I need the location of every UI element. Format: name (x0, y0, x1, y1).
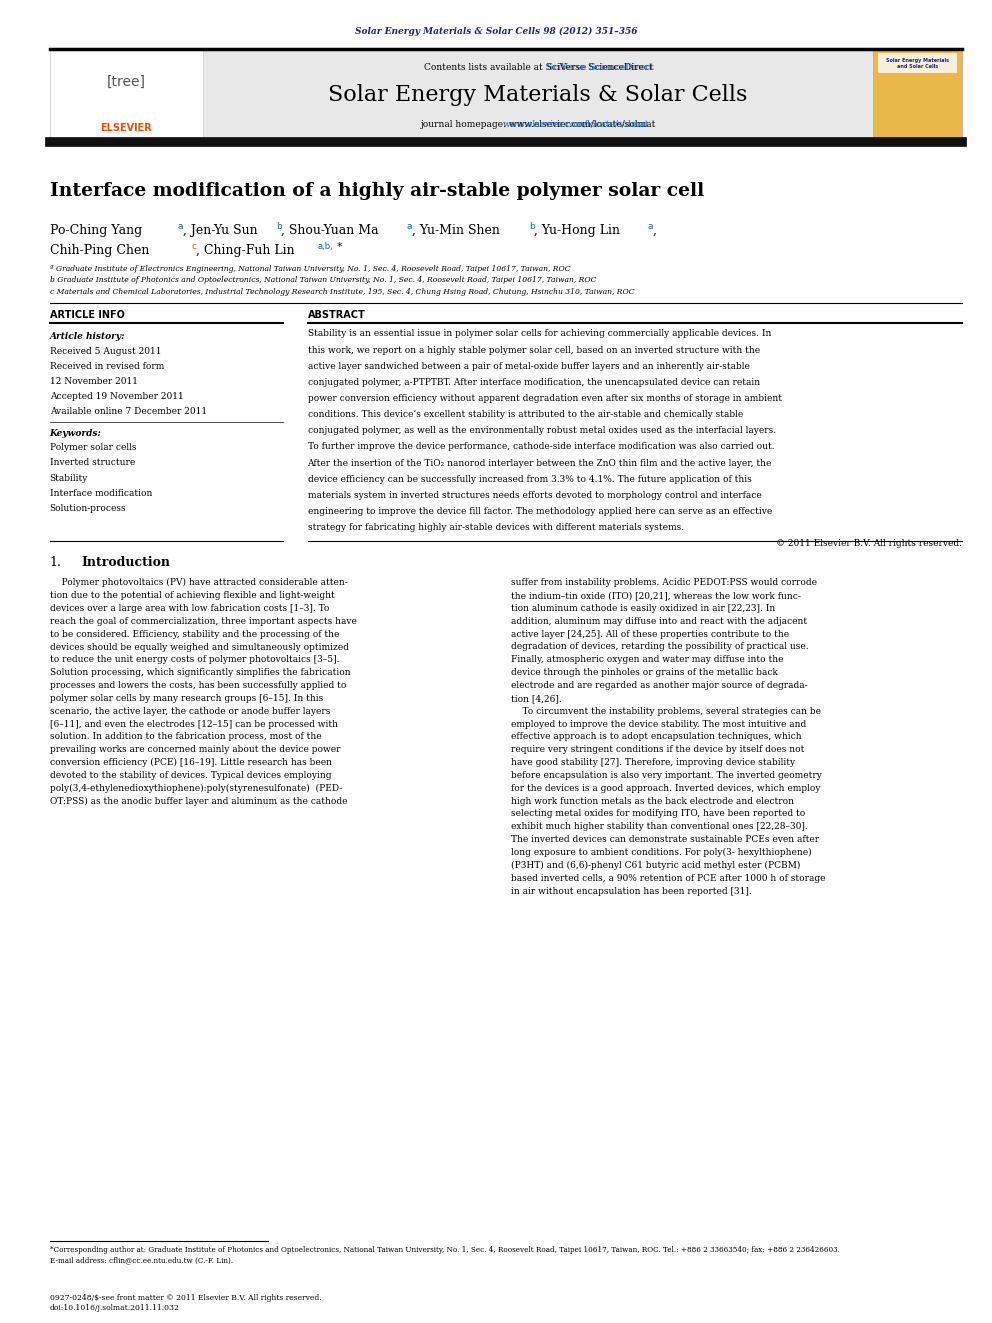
Text: Interface modification of a highly air-stable polymer solar cell: Interface modification of a highly air-s… (50, 181, 704, 200)
Text: *Corresponding author at: Graduate Institute of Photonics and Optoelectronics, N: *Corresponding author at: Graduate Insti… (50, 1246, 839, 1265)
Text: b: b (276, 222, 282, 230)
Text: www.elsevier.com/locate/solmat: www.elsevier.com/locate/solmat (503, 120, 649, 128)
Text: materials system in inverted structures needs efforts devoted to morphology cont: materials system in inverted structures … (308, 491, 761, 500)
Text: engineering to improve the device fill factor. The methodology applied here can : engineering to improve the device fill f… (308, 507, 772, 516)
Text: Article history:: Article history: (50, 332, 125, 341)
Text: , Shou-Yuan Ma: , Shou-Yuan Ma (281, 224, 378, 237)
Text: ª Graduate Institute of Electronics Engineering, National Taiwan University, No.: ª Graduate Institute of Electronics Engi… (50, 265, 570, 273)
Bar (878, 53, 957, 73)
Text: ABSTRACT: ABSTRACT (308, 310, 365, 320)
Text: ,: , (653, 224, 657, 237)
Text: , Yu-Min Shen: , Yu-Min Shen (412, 224, 500, 237)
Text: c: c (191, 242, 196, 250)
Text: ELSEVIER: ELSEVIER (100, 123, 153, 134)
Text: c Materials and Chemical Laboratories, Industrial Technology Research Institute,: c Materials and Chemical Laboratories, I… (50, 288, 634, 296)
Text: a,b,: a,b, (317, 242, 333, 250)
Text: a: a (178, 222, 184, 230)
Text: this work, we report on a highly stable polymer solar cell, based on an inverted: this work, we report on a highly stable … (308, 345, 760, 355)
Text: a: a (407, 222, 413, 230)
Text: Polymer photovoltaics (PV) have attracted considerable atten-
tion due to the po: Polymer photovoltaics (PV) have attracte… (50, 578, 356, 806)
Text: Chih-Ping Chen: Chih-Ping Chen (50, 243, 149, 257)
Text: Keywords:: Keywords: (50, 429, 101, 438)
Text: Contents lists available at SciVerse ScienceDirect: Contents lists available at SciVerse Sci… (424, 64, 653, 71)
Text: b: b (529, 222, 535, 230)
Text: conjugated polymer, as well as the environmentally robust metal oxides used as t: conjugated polymer, as well as the envir… (308, 426, 776, 435)
Text: device efficiency can be successfully increased from 3.3% to 4.1%. The future ap: device efficiency can be successfully in… (308, 475, 751, 484)
Text: , Ching-Fuh Lin: , Ching-Fuh Lin (196, 243, 295, 257)
Text: [tree]: [tree] (107, 75, 146, 89)
Text: conjugated polymer, a-PTPTBT. After interface modification, the unencapsulated d: conjugated polymer, a-PTPTBT. After inte… (308, 378, 760, 386)
Text: 1.: 1. (50, 556, 62, 569)
Text: Stability: Stability (50, 474, 88, 483)
Text: Available online 7 December 2011: Available online 7 December 2011 (50, 407, 206, 417)
Text: strategy for fabricating highly air-stable devices with different materials syst: strategy for fabricating highly air-stab… (308, 523, 683, 532)
Text: © 2011 Elsevier B.V. All rights reserved.: © 2011 Elsevier B.V. All rights reserved… (776, 540, 962, 548)
Text: Solar Energy Materials & Solar Cells 98 (2012) 351–356: Solar Energy Materials & Solar Cells 98 … (355, 28, 637, 36)
Text: b Graduate Institute of Photonics and Optoelectronics, National Taiwan Universit: b Graduate Institute of Photonics and Op… (50, 277, 596, 284)
Text: active layer sandwiched between a pair of metal-oxide buffer layers and an inher: active layer sandwiched between a pair o… (308, 361, 749, 370)
Bar (873, 49, 962, 142)
Text: Received in revised form: Received in revised form (50, 361, 164, 370)
Text: *: * (336, 242, 342, 253)
Text: ARTICLE INFO: ARTICLE INFO (50, 310, 124, 320)
Text: , Yu-Hong Lin: , Yu-Hong Lin (534, 224, 620, 237)
Text: Accepted 19 November 2011: Accepted 19 November 2011 (50, 392, 184, 401)
Text: conditions. This device’s excellent stability is attributed to the air-stable an: conditions. This device’s excellent stab… (308, 410, 743, 419)
Text: Stability is an essential issue in polymer solar cells for achieving commerciall: Stability is an essential issue in polym… (308, 329, 771, 339)
Text: Solution-process: Solution-process (50, 504, 126, 513)
Text: , Jen-Yu Sun: , Jen-Yu Sun (183, 224, 257, 237)
Bar (50, 49, 203, 142)
Text: journal homepage: www.elsevier.com/locate/solmat: journal homepage: www.elsevier.com/locat… (421, 120, 656, 128)
Text: To further improve the device performance, cathode-side interface modification w: To further improve the device performanc… (308, 442, 774, 451)
Text: Introduction: Introduction (81, 556, 171, 569)
Text: power conversion efficiency without apparent degradation even after six months o: power conversion efficiency without appa… (308, 394, 782, 404)
Text: Polymer solar cells: Polymer solar cells (50, 443, 136, 452)
Text: Interface modification: Interface modification (50, 488, 152, 497)
Text: Inverted structure: Inverted structure (50, 458, 135, 467)
Text: Solar Energy Materials & Solar Cells: Solar Energy Materials & Solar Cells (328, 85, 748, 106)
Text: SciVerse ScienceDirect: SciVerse ScienceDirect (548, 64, 654, 71)
Text: Solar Energy Materials
and Solar Cells: Solar Energy Materials and Solar Cells (886, 58, 949, 69)
Text: a: a (648, 222, 654, 230)
Text: 12 November 2011: 12 November 2011 (50, 377, 138, 386)
Text: Po-Ching Yang: Po-Ching Yang (50, 224, 142, 237)
Text: suffer from instability problems. Acidic PEDOT:PSS would corrode
the indium–tin : suffer from instability problems. Acidic… (511, 578, 825, 896)
Text: 0927-0248/$-see front matter © 2011 Elsevier B.V. All rights reserved.
doi:10.10: 0927-0248/$-see front matter © 2011 Else… (50, 1294, 321, 1312)
Bar (50, 49, 962, 142)
Text: Received 5 August 2011: Received 5 August 2011 (50, 347, 161, 356)
Text: After the insertion of the TiO₂ nanorod interlayer between the ZnO thin film and: After the insertion of the TiO₂ nanorod … (308, 459, 772, 467)
